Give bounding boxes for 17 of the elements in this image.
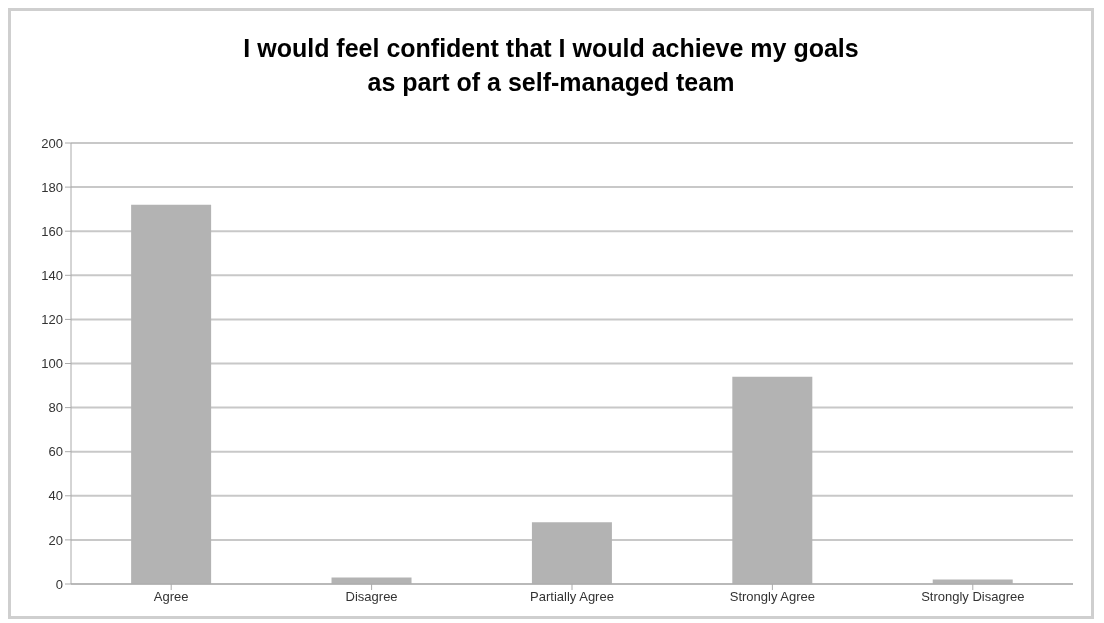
x-tick-label: Strongly Disagree	[921, 589, 1025, 605]
y-tick-label: 120	[41, 312, 63, 328]
y-tick-label: 140	[41, 267, 63, 283]
y-tick-label: 200	[41, 135, 63, 151]
x-tick-label: Partially Agree	[530, 589, 614, 605]
chart-title: I would feel confident that I would achieve my goals as part of a self-managed team	[242, 33, 860, 98]
y-tick-label: 20	[48, 532, 63, 548]
x-tick-label: Agree	[153, 589, 189, 605]
y-tick-label: 180	[41, 179, 63, 195]
y-tick-label: 0	[55, 576, 63, 592]
y-tick-label: 80	[48, 400, 63, 416]
y-tick-label: 100	[41, 356, 63, 372]
x-tick-label: Disagree	[345, 589, 398, 605]
y-tick-label: 40	[48, 488, 63, 504]
y-tick-label: 160	[41, 223, 63, 239]
x-tick-label: Strongly Agree	[729, 589, 816, 605]
y-tick-label: 60	[48, 444, 63, 460]
